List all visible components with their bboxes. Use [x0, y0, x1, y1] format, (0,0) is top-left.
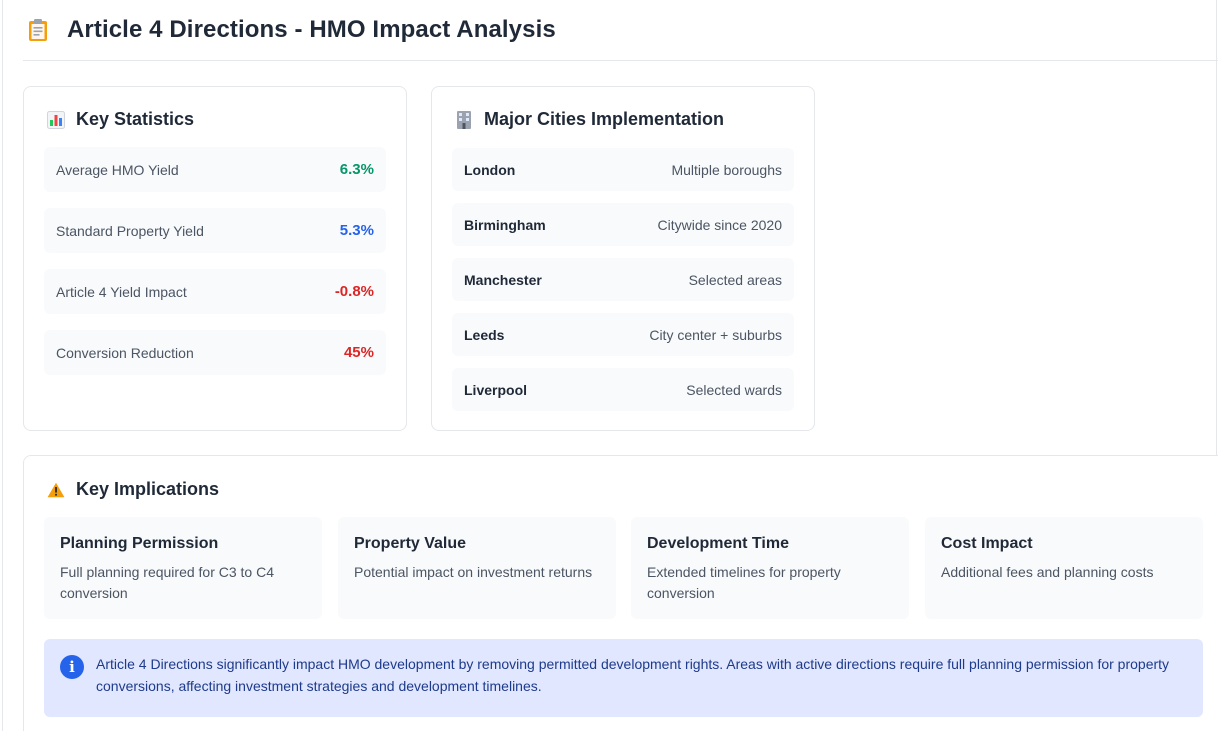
key-statistics-header: Key Statistics [46, 109, 194, 130]
stat-row-standard-property-yield: Standard Property Yield 5.3% [44, 208, 386, 253]
city-name: Manchester [464, 271, 542, 288]
page-title: Article 4 Directions - HMO Impact Analys… [67, 16, 556, 43]
city-status: City center + suburbs [649, 326, 782, 343]
office-building-icon [454, 110, 474, 130]
stat-label: Article 4 Yield Impact [56, 283, 187, 300]
stat-value: -0.8% [334, 283, 374, 300]
implication-title: Cost Impact [941, 535, 1033, 552]
stat-row-average-hmo-yield: Average HMO Yield 6.3% [44, 147, 386, 192]
stat-row-article-4-yield-impact: Article 4 Yield Impact -0.8% [44, 269, 386, 314]
implication-title: Planning Permission [60, 535, 219, 552]
stat-label: Average HMO Yield [56, 161, 179, 178]
stat-label: Standard Property Yield [56, 222, 204, 239]
left-divider [2, 0, 3, 731]
implication-description: Potential impact on investment returns [354, 564, 593, 580]
stat-label: Conversion Reduction [56, 344, 194, 361]
city-status: Selected wards [686, 381, 782, 398]
implication-title: Property Value [354, 535, 467, 552]
city-name: Leeds [464, 326, 505, 343]
implication-planning-permission: Planning Permission Full planning requir… [44, 517, 322, 619]
clipboard-icon [27, 18, 57, 42]
stat-value: 5.3% [339, 222, 374, 239]
warning-icon [46, 480, 66, 500]
page-header: Article 4 Directions - HMO Impact Analys… [23, 0, 1218, 61]
major-cities-header: Major Cities Implementation [454, 109, 724, 130]
city-status: Multiple boroughs [671, 161, 782, 178]
right-divider [1216, 0, 1217, 731]
stat-row-conversion-reduction: Conversion Reduction 45% [44, 330, 386, 375]
implication-description: Additional fees and planning costs [941, 564, 1154, 580]
city-status: Citywide since 2020 [657, 216, 782, 233]
key-implications-header: Key Implications [46, 479, 219, 500]
stat-value: 6.3% [339, 161, 374, 178]
implication-title: Development Time [647, 535, 789, 552]
major-cities-title: Major Cities Implementation [484, 109, 725, 129]
city-row-leeds: Leeds City center + suburbs [452, 313, 794, 356]
city-name: Birmingham [464, 216, 546, 233]
implication-cost-impact: Cost Impact Additional fees and planning… [925, 517, 1203, 619]
city-row-manchester: Manchester Selected areas [452, 258, 794, 301]
city-row-liverpool: Liverpool Selected wards [452, 368, 794, 411]
city-row-birmingham: Birmingham Citywide since 2020 [452, 203, 794, 246]
info-text: Article 4 Directions significantly impac… [96, 656, 1170, 694]
city-status: Selected areas [688, 271, 782, 288]
major-cities-card: Major Cities Implementation London Multi… [431, 86, 815, 431]
city-name: Liverpool [464, 381, 528, 398]
implication-description: Full planning required for C3 to C4 conv… [60, 564, 275, 601]
city-row-london: London Multiple boroughs [452, 148, 794, 191]
key-implications-card: Key Implications Planning Permission Ful… [23, 455, 1218, 731]
implication-property-value: Property Value Potential impact on inves… [338, 517, 616, 619]
key-statistics-title: Key Statistics [76, 109, 195, 129]
bar-chart-icon [46, 110, 66, 130]
implication-description: Extended timelines for property conversi… [647, 564, 841, 601]
city-name: London [464, 161, 516, 178]
info-callout: i Article 4 Directions significantly imp… [44, 639, 1203, 717]
key-implications-title: Key Implications [76, 479, 220, 499]
implication-development-time: Development Time Extended timelines for … [631, 517, 909, 619]
stat-value: 45% [343, 344, 374, 361]
key-statistics-card: Key Statistics Average HMO Yield 6.3% St… [23, 86, 407, 431]
info-icon: i [60, 655, 84, 679]
